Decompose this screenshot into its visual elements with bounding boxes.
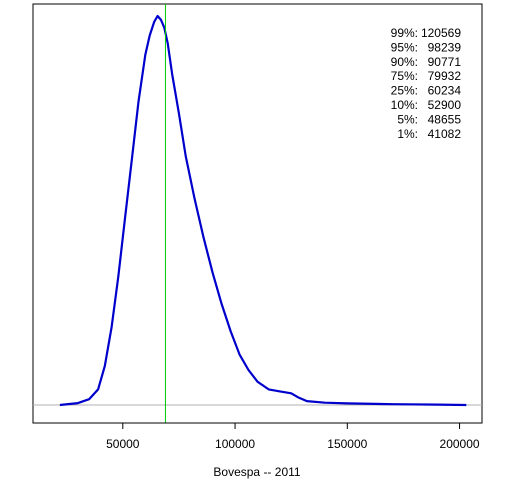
x-tick-label: 200000 <box>440 437 480 451</box>
quantile-value: 120569 <box>421 26 461 40</box>
x-axis: 50000 100000 150000 200000 <box>106 422 480 451</box>
quantile-value: 52900 <box>428 98 462 112</box>
quantile-label: 99%: <box>391 26 418 40</box>
quantile-value: 48655 <box>428 112 462 126</box>
density-curve <box>59 14 467 407</box>
quantile-label: 1%: <box>397 127 418 141</box>
quantile-label: 95%: <box>391 40 418 54</box>
quantile-value: 60234 <box>428 84 462 98</box>
quantile-label: 10%: <box>391 98 418 112</box>
quantile-label: 75%: <box>391 69 418 83</box>
x-tick-label: 50000 <box>106 437 140 451</box>
quantile-label: 90%: <box>391 55 418 69</box>
quantile-value: 90771 <box>428 55 462 69</box>
quantile-value: 41082 <box>428 127 462 141</box>
quantile-label: 25%: <box>391 84 418 98</box>
x-tick-label: 100000 <box>215 437 255 451</box>
quantile-label: 5%: <box>397 112 418 126</box>
quantile-value: 79932 <box>428 69 462 83</box>
x-axis-title: Bovespa -- 2011 <box>213 465 300 479</box>
quantile-value: 98239 <box>428 40 462 54</box>
x-tick-label: 150000 <box>327 437 367 451</box>
